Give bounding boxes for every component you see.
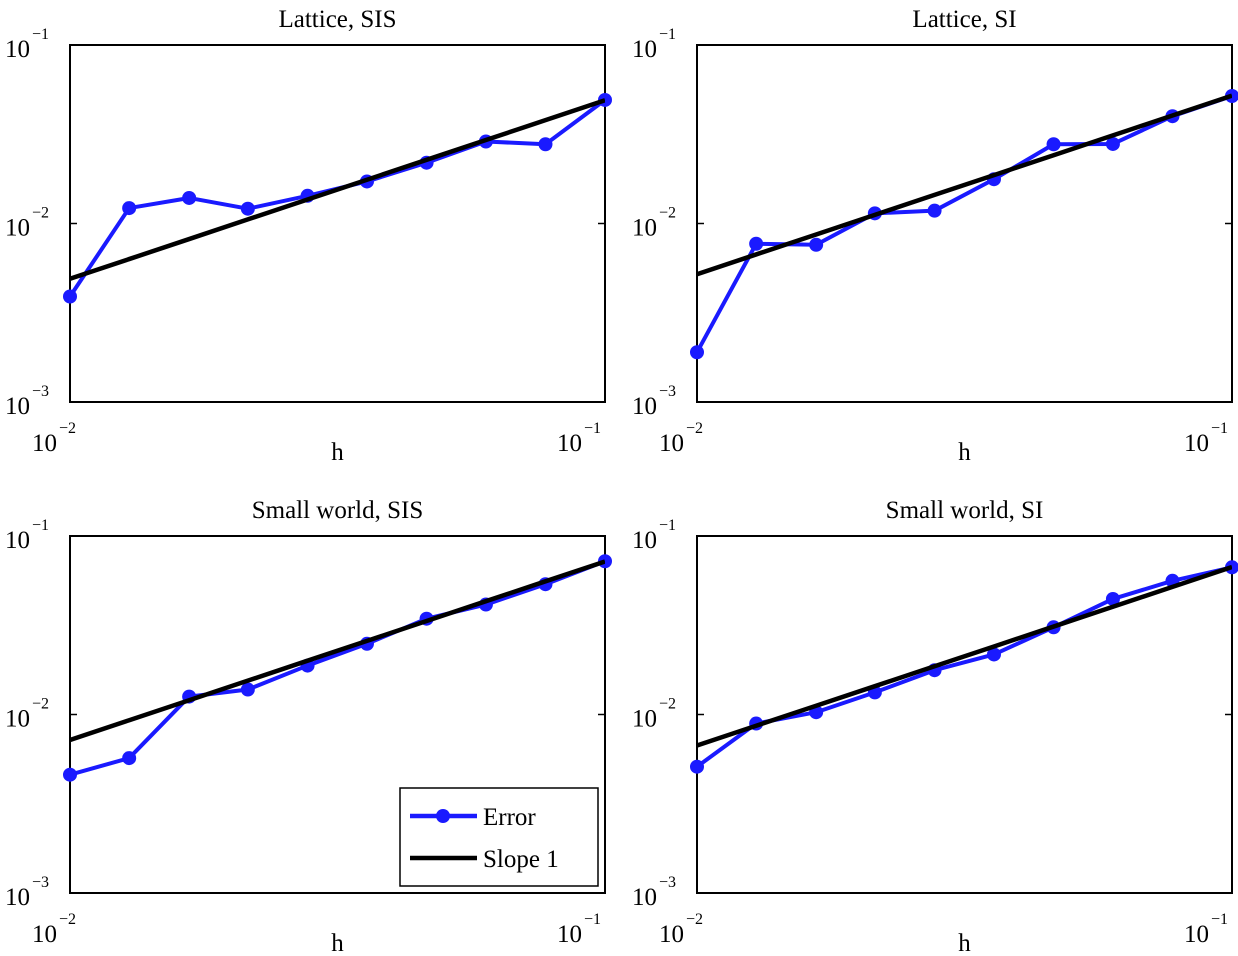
- small-world-si-y-tick-label: 10: [632, 706, 657, 733]
- lattice-sis-series-error-point: [182, 190, 197, 205]
- lattice-si-series-error-point: [690, 345, 704, 360]
- lattice-si-x-axis-label: h: [958, 439, 971, 466]
- small-world-sis-x-tick-exponent: −2: [59, 911, 76, 928]
- small-world-sis-y-tick-exponent: −3: [32, 874, 49, 891]
- small-world-sis-series-error-point: [240, 682, 255, 697]
- lattice-sis-series-error-point: [63, 289, 77, 304]
- small-world-si-series-error-point: [690, 759, 704, 774]
- lattice-si-series-error-point: [1046, 137, 1061, 152]
- small-world-sis-x-axis-label: h: [331, 930, 344, 951]
- small-world-sis-series-slope-line: [70, 559, 605, 743]
- lattice-sis-series-slope-line: [70, 98, 605, 281]
- small-world-si-series-error-point: [1105, 591, 1120, 606]
- lattice-si-series-error-point: [749, 236, 764, 251]
- small-world-sis-legend: Error Slope 1: [399, 787, 599, 887]
- lattice-si-series-slope-line: [697, 93, 1232, 277]
- lattice-sis-y-tick-exponent: −3: [32, 383, 49, 400]
- lattice-si-series-error-line: [697, 94, 1232, 354]
- lattice-si-y-tick-exponent: −1: [659, 26, 676, 43]
- small-world-sis-x-tick-label: 10: [32, 921, 57, 948]
- lattice-sis-title: Lattice, SIS: [278, 6, 396, 33]
- lattice-sis-axes-frame: [69, 44, 606, 403]
- small-world-si-series-error-line: [697, 565, 1232, 769]
- small-world-sis-series-error-line: [70, 559, 605, 777]
- lattice-sis-x-axis-label: h: [331, 439, 344, 466]
- legend-box: [399, 787, 599, 887]
- legend-label-slope: Slope 1: [483, 846, 559, 873]
- lattice-si-y-tick-exponent: −3: [659, 383, 676, 400]
- lattice-sis-x-tick-exponent: −2: [59, 420, 76, 437]
- lattice-sis-x-tick-label: 10: [557, 430, 582, 457]
- small-world-si-y-tick-label: 10: [632, 884, 657, 911]
- lattice-si-axes-frame: [696, 44, 1233, 403]
- small-world-sis-series-error-point: [122, 751, 137, 766]
- legend-marker-error: [436, 809, 450, 823]
- small-world-sis-y-tick-exponent: −1: [32, 517, 49, 534]
- lattice-si-x-tick-exponent: −2: [686, 420, 703, 437]
- lattice-sis-x-tick-exponent: −1: [584, 420, 601, 437]
- lattice-sis-y-tick-exponent: −2: [32, 205, 49, 222]
- lattice-sis-series-error-line: [70, 98, 605, 298]
- small-world-sis-y-tick-exponent: −2: [32, 696, 49, 713]
- lattice-sis-series-error-point: [538, 137, 553, 152]
- small-world-si-y-tick-exponent: −2: [659, 696, 676, 713]
- lattice-si-series-error-point: [1105, 136, 1120, 151]
- small-world-sis-y-tick-label: 10: [5, 527, 30, 554]
- lattice-si-x-tick-exponent: −1: [1211, 420, 1228, 437]
- small-world-si-y-tick-label: 10: [632, 527, 657, 554]
- lattice-sis-y-tick-exponent: −1: [32, 26, 49, 43]
- lattice-sis-y-tick-label: 10: [5, 215, 30, 242]
- small-world-si-series-slope-line: [697, 564, 1232, 748]
- lattice-si-x-tick-label: 10: [659, 430, 684, 457]
- lattice-si-y-tick-label: 10: [632, 393, 657, 420]
- lattice-si-series-error-point: [927, 203, 942, 218]
- lattice-si-y-tick-exponent: −2: [659, 205, 676, 222]
- lattice-si-title: Lattice, SI: [912, 6, 1016, 33]
- small-world-si-title: Small world, SI: [886, 497, 1044, 524]
- small-world-sis-y-tick-label: 10: [5, 706, 30, 733]
- small-world-sis-series-error-point: [63, 767, 77, 782]
- small-world-si-x-tick-exponent: −2: [686, 911, 703, 928]
- small-world-si-x-tick-exponent: −1: [1211, 911, 1228, 928]
- lattice-sis-series-error-point: [122, 201, 137, 216]
- lattice-sis-x-tick-label: 10: [32, 430, 57, 457]
- small-world-si-series-error-point: [986, 647, 1001, 662]
- small-world-sis-x-tick-exponent: −1: [584, 911, 601, 928]
- small-world-sis-y-tick-label: 10: [5, 884, 30, 911]
- lattice-si-y-tick-label: 10: [632, 36, 657, 63]
- lattice-sis-y-tick-label: 10: [5, 36, 30, 63]
- legend-label-error: Error: [483, 804, 536, 831]
- lattice-si-x-tick-label: 10: [1184, 430, 1209, 457]
- small-world-sis-title: Small world, SIS: [252, 497, 424, 524]
- lattice-si-y-tick-label: 10: [632, 215, 657, 242]
- lattice-sis-y-tick-label: 10: [5, 393, 30, 420]
- small-world-sis-x-tick-label: 10: [557, 921, 582, 948]
- small-world-si-x-tick-label: 10: [1184, 921, 1209, 948]
- lattice-sis-series-error-point: [240, 201, 255, 216]
- small-world-si-axes-frame: [696, 535, 1233, 894]
- small-world-si-x-axis-label: h: [958, 930, 971, 951]
- lattice-si-series-error-point: [809, 237, 824, 252]
- small-world-si-y-tick-exponent: −1: [659, 517, 676, 534]
- small-world-si-y-tick-exponent: −3: [659, 874, 676, 891]
- small-world-sis-plot: Small world, SISh10−210−110−310−210−1Err…: [5, 497, 612, 956]
- small-world-si-x-tick-label: 10: [659, 921, 684, 948]
